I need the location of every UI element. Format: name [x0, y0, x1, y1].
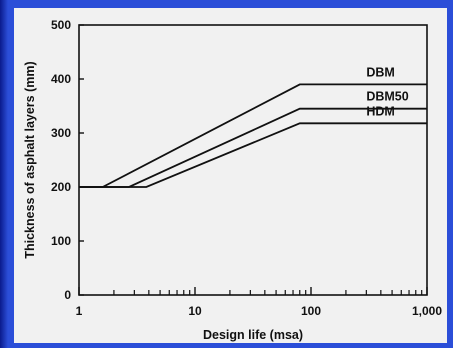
series-label: DBM	[366, 65, 394, 79]
x-axis-title: Design life (msa)	[203, 328, 303, 342]
chart-panel: 0 100 200 300 400 500 1 10 100 1,000 DBM DBM50 HDM…	[14, 8, 447, 343]
x-tick-label: 100	[301, 304, 321, 318]
y-tick-label: 300	[51, 126, 71, 140]
x-tick-label: 1	[76, 304, 83, 318]
chart: 0 100 200 300 400 500 1 10 100 1,000 DBM DBM50HDM…	[23, 18, 442, 342]
x-tick-label: 10	[188, 304, 202, 318]
y-tick-label: 100	[51, 234, 71, 248]
y-axis: 0 100 200 300 400 500	[51, 18, 84, 302]
y-tick-label: 0	[64, 288, 71, 302]
plot-frame	[78, 24, 428, 296]
x-axis: 1 10 100 1,000	[76, 287, 442, 318]
plot-border	[78, 24, 428, 296]
y-tick-label: 200	[51, 180, 71, 194]
series-lines	[79, 83, 427, 188]
y-tick-label: 400	[51, 72, 71, 86]
series-line	[79, 107, 427, 188]
x-tick-label: 1,000	[412, 304, 442, 318]
series-line	[79, 122, 427, 188]
y-tick-label: 500	[51, 18, 71, 32]
y-axis-title: Thickness of asphalt layers (mm)	[23, 61, 37, 258]
series-label: DBM50	[366, 90, 408, 104]
series-label: HDM	[366, 104, 394, 118]
